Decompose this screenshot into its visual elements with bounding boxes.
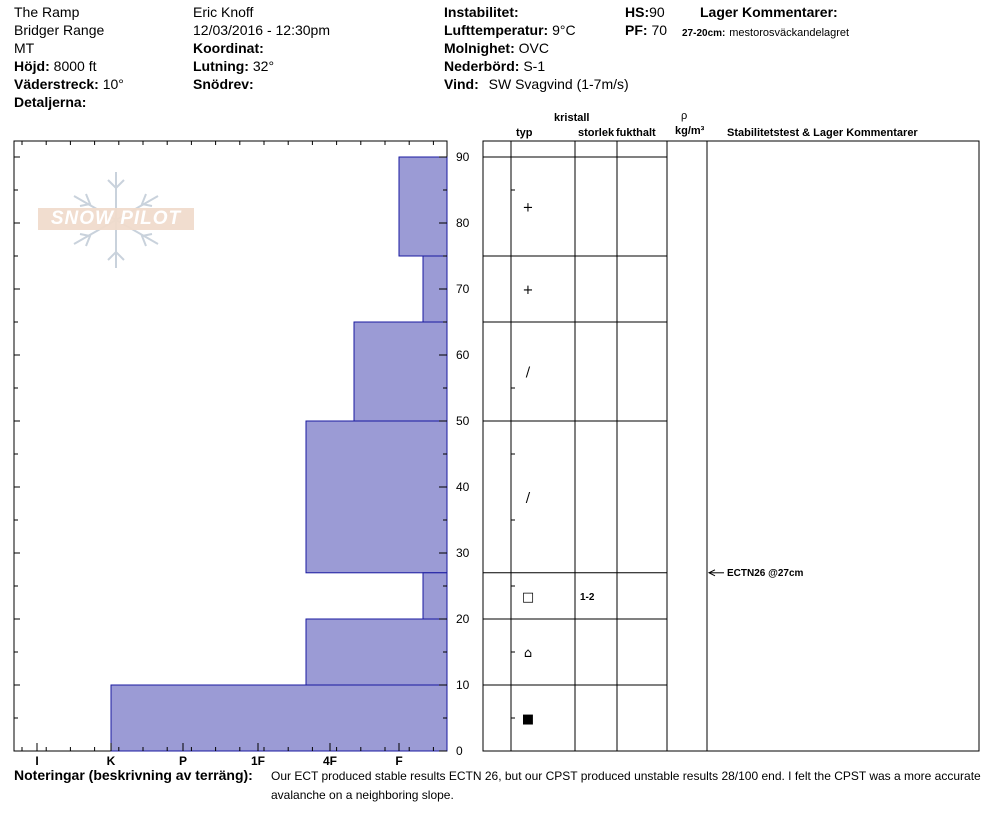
watermark-text: SNOW PILOT <box>38 208 194 230</box>
wind-label: Vind: <box>444 76 479 92</box>
elevation-value: 8000 ft <box>53 58 97 74</box>
hardness-bar-2 <box>353 321 448 422</box>
slope-value: 32° <box>252 58 275 74</box>
sky-value: OVC <box>518 40 549 56</box>
precip-row: Nederbörd: S-1 <box>444 57 545 75</box>
hs-value: 90 <box>649 4 665 20</box>
depth-tick-label-60: 60 <box>456 348 470 362</box>
hardness-bar-3 <box>305 420 448 574</box>
wind-value: SW Svagvind (1-7m/s) <box>488 76 629 92</box>
depth-tick-label-40: 40 <box>456 480 470 494</box>
grain-type-symbol-5: ⌂ <box>524 646 532 661</box>
hardness-tick-label-I: I <box>35 754 38 768</box>
depth-tick-label-70: 70 <box>456 282 470 296</box>
observation-datetime: 12/03/2016 - 12:30pm <box>193 22 330 38</box>
pf-row: PF: 70 <box>625 21 667 39</box>
aspect-value: 10° <box>102 76 124 92</box>
stability-heading: Stabilitetstest & Lager Kommentarer <box>727 127 918 139</box>
grain-type-symbol-2: / <box>526 366 531 381</box>
slope-row: Lutning: 32° <box>193 57 274 75</box>
depth-tick-label-80: 80 <box>456 216 470 230</box>
notes-line-2: avalanche on a neighboring slope. <box>271 788 454 802</box>
layer-comment-depth: 27-20cm: <box>682 28 726 39</box>
rho-heading: ρ <box>681 110 688 122</box>
pf-label: PF: <box>625 22 648 38</box>
grain-type-symbol-6: ■ <box>522 712 534 727</box>
elevation-label: Höjd: <box>14 58 50 74</box>
grain-type-symbol-0: + <box>523 201 534 216</box>
drift-label: Snödrev: <box>193 76 254 92</box>
hardness-tick-label-1F: 1F <box>251 754 265 768</box>
hardness-bar-6 <box>110 684 448 752</box>
type-heading: typ <box>516 127 533 139</box>
instability-label: Instabilitet: <box>444 4 519 20</box>
precip-value: S-1 <box>523 58 546 74</box>
layer-comment-text: mestorosväckandelagret <box>729 27 850 39</box>
depth-tick-label-50: 50 <box>456 414 470 428</box>
aspect-label: Väderstreck: <box>14 76 99 92</box>
aspect-row: Väderstreck: 10° <box>14 75 124 93</box>
hardness-tick-label-F: F <box>395 754 402 768</box>
slope-label: Lutning: <box>193 58 249 74</box>
grain-size-4: 1-2 <box>580 592 595 603</box>
hs-row: HS:90 <box>625 3 665 21</box>
airtemp-row: Lufttemperatur: 9°C <box>444 21 576 39</box>
precip-label: Nederbörd: <box>444 58 520 74</box>
hardness-tick-label-P: P <box>179 754 187 768</box>
sky-label: Molnighet: <box>444 40 515 56</box>
range-name: Bridger Range <box>14 22 105 38</box>
layer-comment-row: 27-20cm: mestorosväckandelagret <box>682 22 849 43</box>
depth-tick-label-20: 20 <box>456 612 470 626</box>
depth-tick-label-30: 30 <box>456 546 470 560</box>
location-name: The Ramp <box>14 4 80 20</box>
density-unit-heading: kg/m³ <box>675 125 705 137</box>
pf-value: 70 <box>651 22 668 38</box>
layer-comments-label: Lager Kommentarer: <box>700 4 838 20</box>
observer-name: Eric Knoff <box>193 4 254 20</box>
hardness-bar-5 <box>305 618 448 686</box>
depth-tick-label-0: 0 <box>456 744 463 758</box>
hardness-bar-0 <box>398 156 448 257</box>
depth-tick-label-90: 90 <box>456 150 470 164</box>
snowpilot-watermark: SNOW PILOT <box>38 170 194 270</box>
airtemp-value: 9°C <box>552 22 576 38</box>
moisture-heading: fukthalt <box>616 127 656 139</box>
layers-table-frame <box>482 140 980 752</box>
hs-label: HS: <box>625 4 650 20</box>
grain-type-symbol-1: + <box>523 283 534 298</box>
elevation-row: Höjd: 8000 ft <box>14 57 96 75</box>
depth-tick-label-10: 10 <box>456 678 470 692</box>
airtemp-label: Lufttemperatur: <box>444 22 549 38</box>
coordinate-label: Koordinat: <box>193 40 264 56</box>
sky-row: Molnighet: OVC <box>444 39 549 57</box>
grain-type-symbol-3: / <box>526 491 531 506</box>
size-heading: storlek <box>578 127 615 139</box>
notes-label: Noteringar (beskrivning av terräng): <box>14 767 253 783</box>
hardness-tick-label-K: K <box>107 754 116 768</box>
crystal-heading: kristall <box>554 112 590 124</box>
wind-row: Vind: SW Svagvind (1-7m/s) <box>444 75 629 93</box>
ect-annotation: ECTN26 @27cm <box>727 567 804 579</box>
grain-type-symbol-4: □ <box>522 590 534 605</box>
hardness-bar-4 <box>422 572 448 620</box>
details-label: Detaljerna: <box>14 94 87 110</box>
notes-line-1: Our ECT produced stable results ECTN 26,… <box>271 769 981 783</box>
ect-arrow-head <box>707 569 716 577</box>
state-name: MT <box>14 40 35 56</box>
hardness-tick-label-4F: 4F <box>323 754 337 768</box>
